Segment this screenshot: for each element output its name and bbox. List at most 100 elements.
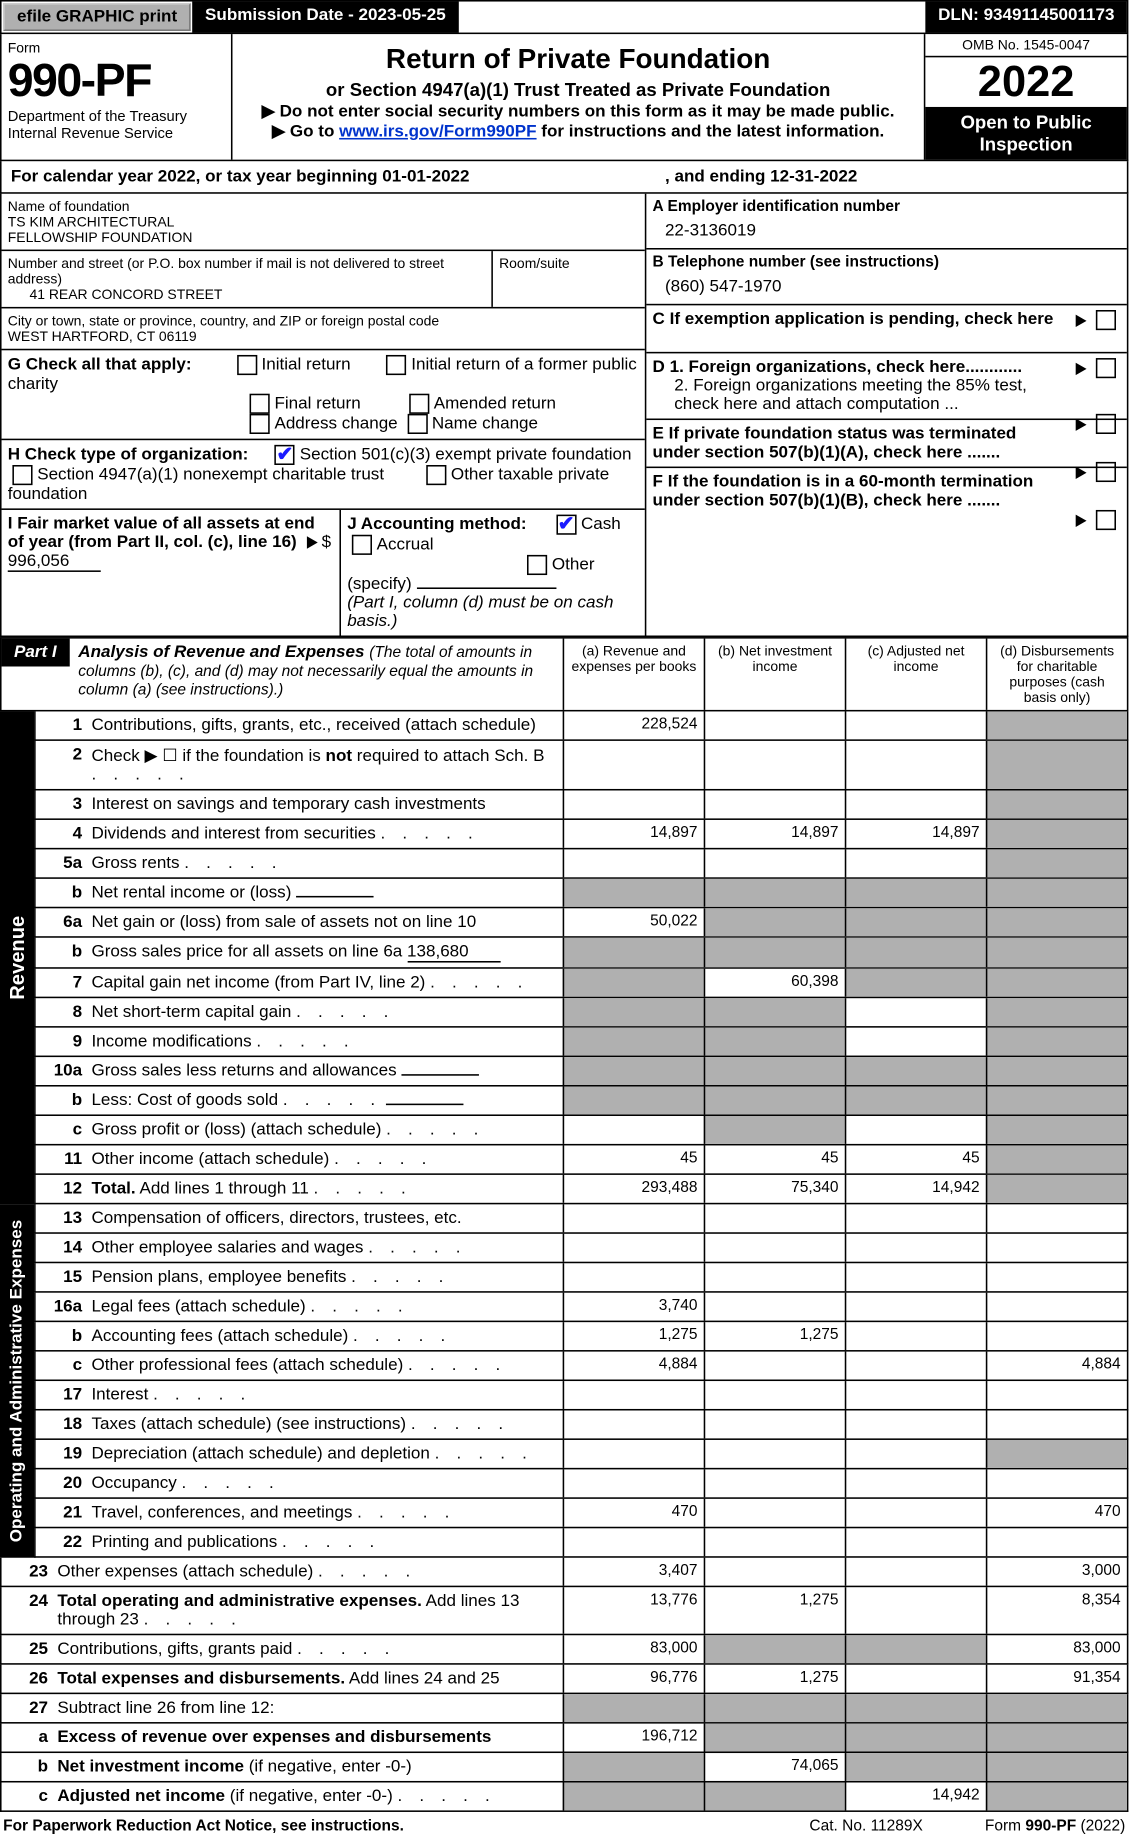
cell-shaded	[704, 1087, 845, 1115]
table-row: 10aGross sales less returns and allowanc…	[34, 1057, 1128, 1086]
row-num: 2	[36, 741, 89, 789]
row-text: Less: Cost of goods sold . . . . .	[88, 1087, 562, 1115]
table-row: 13Compensation of officers, directors, t…	[34, 1204, 1128, 1233]
checkbox-initial-return[interactable]	[237, 355, 257, 375]
row-text: Occupancy . . . . .	[88, 1469, 562, 1497]
checkbox-d1[interactable]	[1096, 358, 1116, 378]
ein-value: 22-3136019	[653, 215, 1121, 243]
opt-initial-return: Initial return	[262, 356, 351, 375]
table-row: 20Occupancy . . . . .	[34, 1469, 1128, 1498]
row-num: 9	[36, 1028, 89, 1056]
checkbox-address-change[interactable]	[250, 414, 270, 434]
cell-shaded	[845, 1694, 986, 1722]
checkbox-other-taxable[interactable]	[426, 465, 446, 485]
cell-shaded	[986, 1087, 1127, 1115]
checkbox-cash[interactable]	[556, 515, 576, 535]
checkbox-accrual[interactable]	[352, 535, 372, 555]
col-d-header: (d) Disbursements for charitable purpose…	[986, 639, 1127, 710]
cell-shaded	[986, 711, 1127, 739]
row-text: Compensation of officers, directors, tru…	[88, 1204, 562, 1232]
table-row: 12Total. Add lines 1 through 11 . . . . …	[34, 1175, 1128, 1204]
checkbox-4947a1[interactable]	[12, 465, 32, 485]
cell-value: 470	[986, 1499, 1127, 1527]
checkbox-name-change[interactable]	[407, 414, 427, 434]
checkbox-c[interactable]	[1096, 310, 1116, 330]
cell-value	[704, 791, 845, 819]
checkbox-d2[interactable]	[1096, 414, 1116, 434]
checkbox-f[interactable]	[1096, 510, 1116, 530]
table-row: 2Check ▶ ☐ if the foundation is not requ…	[34, 741, 1128, 791]
row-text: Travel, conferences, and meetings . . . …	[88, 1499, 562, 1527]
cell-shaded	[704, 1057, 845, 1085]
efile-print-button[interactable]: efile GRAPHIC print	[3, 3, 191, 31]
table-row: 11Other income (attach schedule) . . . .…	[34, 1145, 1128, 1174]
cell-value: 14,942	[845, 1175, 986, 1203]
row-text: Net rental income or (loss)	[88, 879, 562, 907]
cell-shaded	[986, 1116, 1127, 1144]
table-row: bAccounting fees (attach schedule) . . .…	[34, 1322, 1128, 1351]
cell-shaded	[845, 1087, 986, 1115]
row-num: 15	[36, 1263, 89, 1291]
checkbox-amended[interactable]	[409, 394, 429, 414]
cell-value	[704, 1352, 845, 1380]
fmv-value: 996,056	[8, 552, 101, 572]
cell-shaded	[986, 998, 1127, 1026]
form-number: 990-PF	[8, 56, 225, 109]
submission-date: Submission Date - 2023-05-25	[193, 2, 459, 33]
cell-value	[845, 1381, 986, 1409]
cell-value: 13,776	[563, 1587, 704, 1634]
cell-value: 4,884	[986, 1352, 1127, 1380]
cell-value: 1,275	[704, 1587, 845, 1634]
h-label: H Check type of organization:	[8, 445, 249, 464]
table-row: cAdjusted net income (if negative, enter…	[0, 1783, 1128, 1812]
cell-value	[845, 1352, 986, 1380]
table-row: 21Travel, conferences, and meetings . . …	[34, 1499, 1128, 1528]
tax-period-row: For calendar year 2022, or tax year begi…	[0, 161, 1128, 194]
table-row: 3Interest on savings and temporary cash …	[34, 791, 1128, 820]
cell-shaded	[704, 1724, 845, 1752]
checkbox-e[interactable]	[1096, 462, 1116, 482]
table-row: 23Other expenses (attach schedule) . . .…	[0, 1558, 1128, 1587]
cell-value	[845, 849, 986, 877]
form-header: Form 990-PF Department of the Treasury I…	[0, 34, 1128, 161]
cell-value: 1,275	[704, 1322, 845, 1350]
checkbox-final-return[interactable]	[250, 394, 270, 414]
row-num: 5a	[36, 849, 89, 877]
checkbox-initial-public[interactable]	[386, 355, 406, 375]
tax-year: 2022	[925, 57, 1127, 107]
cell-shaded	[986, 969, 1127, 997]
address-value: 41 REAR CONCORD STREET	[8, 287, 485, 303]
triangle-icon	[1076, 418, 1087, 430]
cell-value	[845, 1028, 986, 1056]
row-text: Accounting fees (attach schedule) . . . …	[88, 1322, 562, 1350]
cell-shaded	[563, 879, 704, 907]
row-text: Total. Add lines 1 through 11 . . . . .	[88, 1175, 562, 1203]
foundation-name-2: FELLOWSHIP FOUNDATION	[8, 229, 639, 245]
cell-value: 45	[845, 1145, 986, 1173]
dept-irs: Internal Revenue Service	[8, 126, 225, 143]
cell-value: 74,065	[704, 1753, 845, 1781]
table-row: cGross profit or (loss) (attach schedule…	[34, 1116, 1128, 1145]
row-text: Total expenses and disbursements. Add li…	[54, 1665, 562, 1693]
cell-shaded	[704, 1116, 845, 1144]
row-num: 4	[36, 820, 89, 848]
row-text: Subtract line 26 from line 12:	[54, 1694, 562, 1722]
table-row: 19Depreciation (attach schedule) and dep…	[34, 1440, 1128, 1469]
cell-value: 14,942	[845, 1783, 986, 1811]
cell-value	[845, 1116, 986, 1144]
cell-value	[563, 1204, 704, 1232]
row-num: b	[2, 1753, 55, 1781]
instructions-link[interactable]: www.irs.gov/Form990PF	[339, 122, 536, 141]
table-row: 1Contributions, gifts, grants, etc., rec…	[34, 711, 1128, 740]
row-text: Check ▶ ☐ if the foundation is not requi…	[88, 741, 562, 789]
checkbox-501c3[interactable]	[275, 445, 295, 465]
cell-value	[986, 1322, 1127, 1350]
checkbox-other-method[interactable]	[527, 555, 547, 575]
row-text: Contributions, gifts, grants, etc., rece…	[88, 711, 562, 739]
cell-value	[986, 1411, 1127, 1439]
foundation-name-1: TS KIM ARCHITECTURAL	[8, 214, 639, 230]
cell-shaded	[563, 938, 704, 967]
row-num: 26	[2, 1665, 55, 1693]
table-row: 6aNet gain or (loss) from sale of assets…	[34, 908, 1128, 937]
cell-value	[845, 741, 986, 789]
